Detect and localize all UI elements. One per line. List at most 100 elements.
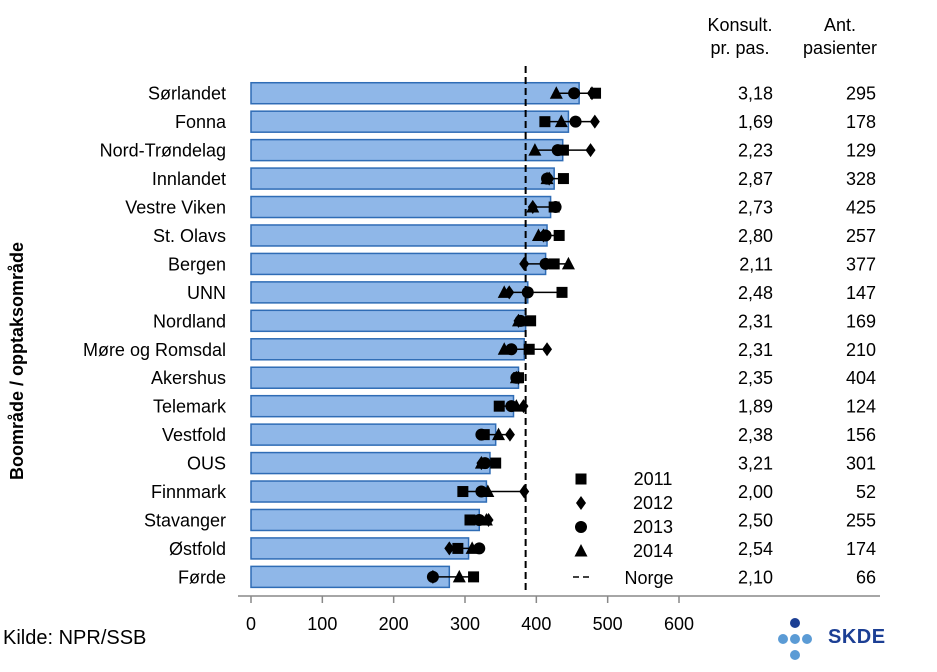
- ant-pasienter-value: 129: [846, 141, 876, 161]
- category-label: Vestre Viken: [125, 198, 226, 218]
- marker-2014: [492, 427, 506, 441]
- konsult-value: 2,50: [738, 510, 773, 530]
- ant-pasienter-value: 255: [846, 510, 876, 530]
- ant-pasienter-value: 425: [846, 198, 876, 218]
- bar: [250, 224, 548, 247]
- ant-pasienter-value: 178: [846, 112, 876, 132]
- legend-label-2014: 2014: [633, 541, 673, 561]
- marker-2014: [512, 313, 525, 327]
- marker-2012: [589, 114, 600, 129]
- marker-2012: [542, 342, 553, 357]
- marker-2014: [526, 200, 540, 213]
- marker-2014: [452, 569, 466, 583]
- category-label: Akershus: [151, 368, 226, 388]
- ant-pasienter-value: 66: [856, 567, 876, 587]
- marker-2014: [549, 86, 563, 99]
- marker-2013: [475, 428, 488, 441]
- marker-2011: [548, 258, 560, 270]
- marker-2014: [554, 114, 568, 128]
- marker-2012: [586, 86, 597, 101]
- ant-pasienter-value: 147: [846, 283, 876, 303]
- source-text: Kilde: NPR/SSB: [3, 627, 147, 649]
- bar: [250, 252, 547, 276]
- konsult-value: 2,73: [738, 198, 773, 218]
- marker-2011: [525, 315, 537, 327]
- category-label: St. Olavs: [153, 226, 226, 246]
- bar: [250, 480, 488, 503]
- bar: [250, 451, 491, 475]
- category-label: Vestfold: [162, 425, 226, 445]
- logo-dot: [778, 634, 788, 644]
- bar: [250, 309, 527, 333]
- ant-pasienter-value: 52: [856, 482, 876, 502]
- konsult-value: 2,54: [738, 539, 773, 559]
- marker-2013: [569, 115, 582, 128]
- ant-pasienter-value: 210: [846, 340, 876, 360]
- x-tick-label: 100: [307, 614, 337, 634]
- category-label: Nordland: [153, 311, 226, 331]
- column-header-konsult: Konsult. pr. pas.: [690, 14, 790, 60]
- category-label: Innlandet: [152, 169, 226, 189]
- ant-pasienter-value: 377: [846, 254, 876, 274]
- column-header-konsult-line2: pr. pas.: [710, 38, 770, 58]
- marker-2011: [490, 457, 502, 469]
- category-label: Telemark: [153, 397, 227, 417]
- category-label: UNN: [187, 283, 226, 303]
- legend-label-norge: Norge: [624, 568, 673, 588]
- marker-2013: [539, 257, 552, 270]
- skde-logo: SKDE: [776, 616, 896, 666]
- marker-2014: [481, 484, 495, 498]
- legend-label-2012: 2012: [633, 493, 673, 513]
- bar: [250, 195, 552, 219]
- bar: [250, 508, 481, 532]
- marker-2014: [474, 456, 488, 469]
- category-label: Finnmark: [151, 482, 227, 502]
- konsult-value: 2,35: [738, 368, 773, 388]
- marker-2012: [519, 256, 530, 271]
- marker-2012: [504, 427, 515, 442]
- x-tick-label: 200: [379, 614, 409, 634]
- ant-pasienter-value: 328: [846, 169, 876, 189]
- category-label: Førde: [178, 567, 226, 587]
- column-header-konsult-line1: Konsult.: [707, 15, 773, 35]
- marker-2014: [465, 541, 479, 554]
- marker-2011: [557, 173, 569, 185]
- x-tick-label: 400: [521, 614, 551, 634]
- ant-pasienter-value: 124: [846, 397, 876, 417]
- konsult-value: 2,80: [738, 226, 773, 246]
- legend-marker-2012: [576, 496, 586, 510]
- ant-pasienter-value: 174: [846, 539, 876, 559]
- konsult-value: 3,21: [738, 454, 773, 474]
- konsult-value: 3,18: [738, 84, 773, 104]
- konsult-value: 2,31: [738, 311, 773, 331]
- ant-pasienter-value: 156: [846, 425, 876, 445]
- bar: [250, 138, 564, 162]
- marker-2011: [468, 571, 480, 583]
- legend-label-2011: 2011: [634, 469, 673, 489]
- bar: [250, 167, 555, 190]
- ant-pasienter-value: 301: [846, 454, 876, 474]
- column-header-ant: Ant. pasienter: [790, 14, 890, 60]
- marker-2012: [444, 541, 455, 556]
- category-label: Møre og Romsdal: [83, 340, 226, 360]
- marker-2013: [521, 286, 534, 299]
- marker-2011: [539, 116, 551, 128]
- ant-pasienter-value: 169: [846, 311, 876, 331]
- logo-text: SKDE: [828, 626, 886, 648]
- konsult-value: 2,11: [739, 254, 773, 274]
- legend-marker-2014: [574, 544, 588, 557]
- konsult-value: 2,10: [738, 567, 773, 587]
- marker-2011: [493, 400, 505, 412]
- konsult-value: 2,00: [738, 482, 773, 502]
- konsult-value: 2,87: [738, 169, 773, 189]
- logo-dot: [790, 618, 800, 628]
- marker-2011: [553, 229, 565, 241]
- marker-2013: [426, 570, 439, 583]
- category-label: Stavanger: [144, 510, 226, 530]
- logo-dot: [790, 634, 800, 644]
- marker-2014: [528, 143, 542, 156]
- marker-2014: [497, 285, 511, 298]
- marker-2011: [457, 486, 469, 498]
- bar: [250, 423, 497, 446]
